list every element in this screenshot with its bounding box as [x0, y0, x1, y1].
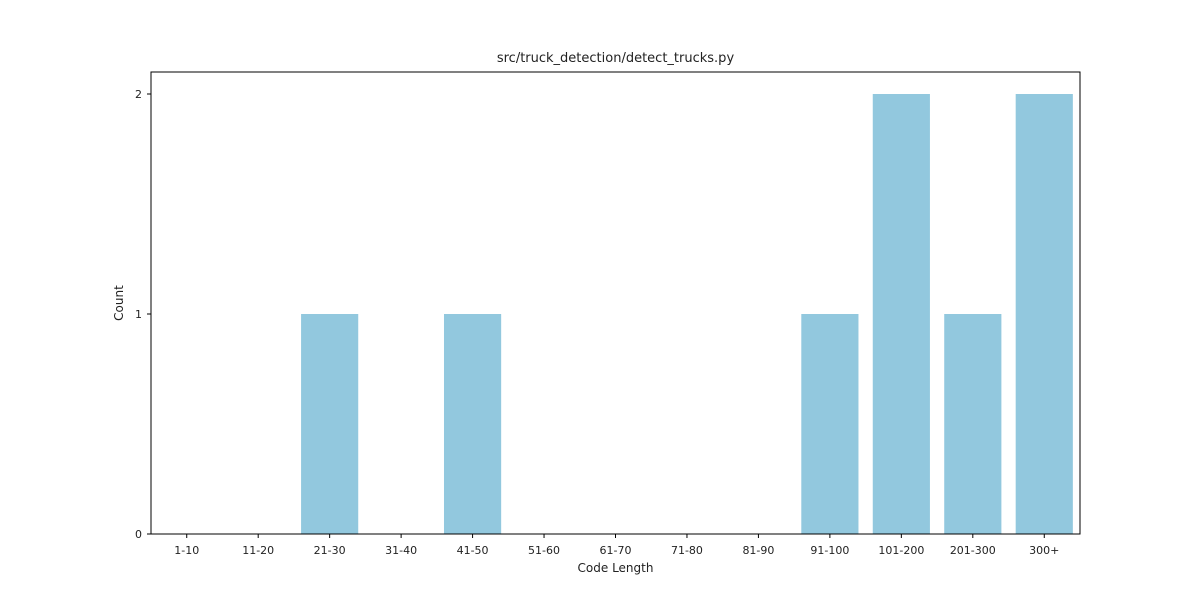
x-tick-label: 41-50 — [457, 544, 489, 557]
bars-group — [301, 94, 1073, 534]
y-tick-label: 1 — [135, 308, 142, 321]
bar-21-30 — [301, 314, 359, 534]
x-tick-label: 51-60 — [528, 544, 560, 557]
bar-201-300 — [944, 314, 1002, 534]
x-tick-label: 31-40 — [385, 544, 417, 557]
y-tick-label: 0 — [135, 528, 142, 541]
x-tick-label: 300+ — [1029, 544, 1059, 557]
x-tick-label: 21-30 — [314, 544, 346, 557]
y-axis-ticks: 0 1 2 — [135, 88, 151, 541]
bar-91-100 — [801, 314, 859, 534]
bar-300+ — [1015, 94, 1073, 534]
x-tick-label: 81-90 — [742, 544, 774, 557]
x-tick-label: 1-10 — [174, 544, 199, 557]
x-tick-label: 11-20 — [242, 544, 274, 557]
x-axis-ticks: 1-10 11-20 21-30 31-40 41-50 51-60 61-70 71-80 8… — [174, 534, 1059, 557]
bar-41-50 — [443, 314, 502, 534]
x-axis-label: Code Length — [578, 561, 654, 575]
x-tick-label: 201-300 — [950, 544, 996, 557]
plot-frame — [150, 71, 1081, 535]
y-axis-label: Count — [112, 285, 126, 321]
chart-title: src/truck_detection/detect_trucks.py — [497, 51, 735, 66]
x-tick-label: 91-100 — [810, 544, 849, 557]
y-tick-label: 2 — [135, 88, 142, 101]
x-tick-label: 71-80 — [671, 544, 703, 557]
x-tick-label: 61-70 — [600, 544, 632, 557]
bar-101-200 — [872, 94, 930, 534]
x-tick-label: 101-200 — [878, 544, 924, 557]
